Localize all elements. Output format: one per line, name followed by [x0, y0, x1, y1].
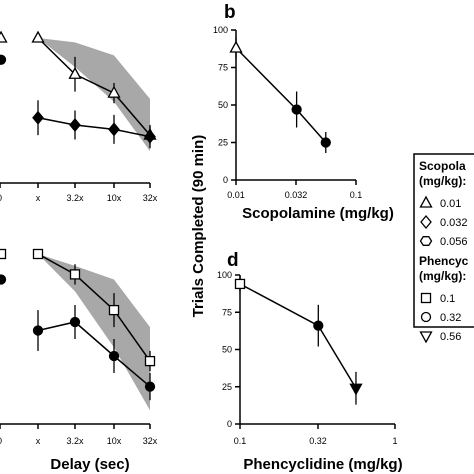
panel-b-plot	[229, 37, 331, 153]
panel-a-series-0-point-2	[107, 85, 121, 98]
panel-d-xlabel: Phencyclidine (mg/kg)	[243, 456, 402, 473]
panel-c-series-0-point-0	[32, 248, 44, 260]
panel-a-series-1-point-3	[144, 129, 156, 144]
panel-d-xtick-2: 1	[392, 436, 397, 446]
legend-item-scop-1: 0.032	[440, 217, 468, 229]
panel-b-point-2	[320, 137, 331, 148]
panel-a-tick-3: 10x	[107, 193, 122, 203]
shared-ylabel: Trials Completed (90 min)	[190, 135, 207, 318]
panel-c-tick-4: 32x	[143, 436, 158, 446]
panel-c-partial-point-1	[0, 274, 7, 285]
panel-b-xtick-2: 0.1	[350, 190, 363, 200]
panel-a-tick-1: x	[36, 193, 41, 203]
legend-marker-triangle-down-icon	[419, 331, 433, 344]
legend-item-pcp-1: 0.32	[440, 312, 461, 324]
panel-d-point-2	[349, 383, 363, 396]
panel-b-ytick-50: 50	[218, 100, 228, 110]
panel-a-control-band	[38, 38, 150, 152]
legend-marker-diamond-icon	[420, 214, 432, 230]
panel-a-series-1-line	[37, 117, 151, 138]
panel-b-ytick-0: 0	[223, 175, 228, 185]
legend-marker-circle-icon	[420, 311, 432, 323]
panel-a-tick-0: 0	[0, 193, 2, 203]
panel-c-series-1-point-2	[108, 350, 120, 362]
panel-b-point-0	[229, 40, 243, 53]
panel-a-plot	[0, 30, 157, 152]
panel-c-tick-0: 0	[0, 436, 2, 446]
panel-b-ytick-75: 75	[218, 63, 228, 73]
panel-a-partial-point-1	[0, 54, 7, 65]
panel-c-partial-point-0	[0, 248, 7, 260]
panel-b-xtick-1: 0.032	[285, 190, 308, 200]
panel-c-series-1-point-3	[144, 381, 156, 392]
legend-group2-title: Phencyc	[419, 254, 469, 268]
panel-a-tick-2: 3.2x	[66, 193, 84, 203]
panel-b-point-1	[291, 104, 302, 115]
panel-d-xtick-0: 0.1	[234, 436, 247, 446]
panel-d-point-0	[234, 278, 246, 290]
legend-marker-square-icon	[420, 292, 432, 304]
panel-c-series-0-point-1	[69, 269, 81, 280]
legend-marker-hexagon-icon	[419, 236, 433, 246]
panel-c-series-0-line	[37, 253, 151, 362]
panel-b-xlabel: Scopolamine (mg/kg)	[242, 205, 394, 222]
panel-c-control-band	[38, 254, 150, 411]
panel-b-ytick-25: 25	[218, 138, 228, 148]
legend-item-scop-0: 0.01	[440, 198, 461, 210]
panel-letter-d: d	[227, 250, 239, 271]
panel-d-ytick-100: 100	[217, 270, 232, 280]
panel-a-partial-point-0	[0, 30, 8, 43]
panel-d-axes	[235, 274, 396, 429]
legend-item-pcp-0: 0.1	[440, 293, 455, 305]
panel-a-series-0-point-0	[31, 30, 45, 43]
panel-a-series-1-point-0	[32, 110, 44, 125]
panel-b-xtick-0: 0.01	[227, 190, 245, 200]
panel-c-series-0-point-3	[144, 355, 156, 367]
panel-d-plot	[234, 276, 363, 405]
panel-c-tick-2: 3.2x	[66, 436, 84, 446]
panel-d-ytick-0: 0	[227, 419, 232, 429]
panel-a-series-1-point-1	[69, 117, 81, 133]
panel-d-ytick-50: 50	[222, 345, 232, 355]
panel-c-plot	[0, 248, 156, 411]
panel-a-axes	[0, 182, 151, 188]
panel-c-series-1-point-0	[32, 325, 44, 336]
panel-b-ytick-100: 100	[213, 25, 228, 35]
legend-group2-unit: (mg/kg):	[419, 269, 466, 283]
panel-a-series-1-point-2	[108, 122, 120, 137]
panel-d-ytick-25: 25	[222, 382, 232, 392]
panel-a-tick-4: 32x	[143, 193, 158, 203]
panel-c-xlabel: Delay (sec)	[50, 456, 129, 473]
panel-d-ytick-75: 75	[222, 307, 232, 317]
panel-d-dose-line	[239, 283, 357, 389]
legend-item-scop-2: 0.056	[440, 236, 468, 248]
panel-c-axes	[0, 423, 151, 429]
legend-marker-triangle-icon	[419, 195, 433, 208]
panel-c-tick-1: x	[36, 436, 41, 446]
legend-group1-title: Scopola	[419, 159, 466, 173]
panel-a-series-0-line	[37, 37, 151, 136]
panel-a-series-0-point-1	[68, 66, 82, 79]
panel-letter-b: b	[224, 2, 236, 23]
panel-c-series-1-point-1	[69, 316, 81, 328]
panel-c-series-1-line	[37, 321, 151, 388]
panel-c-tick-3: 10x	[107, 436, 122, 446]
legend: Scopola (mg/kg): 0.01 0.032 0.056 Phency…	[413, 153, 474, 344]
legend-markers	[419, 195, 433, 344]
legend-group1-unit: (mg/kg):	[419, 174, 466, 188]
panel-d-point-1	[313, 320, 324, 331]
panel-c-series-0-point-2	[108, 304, 120, 316]
panel-d-xtick-1: 0.32	[309, 436, 327, 446]
panel-b-dose-line	[235, 47, 327, 143]
legend-item-pcp-2: 0.56	[440, 331, 461, 343]
